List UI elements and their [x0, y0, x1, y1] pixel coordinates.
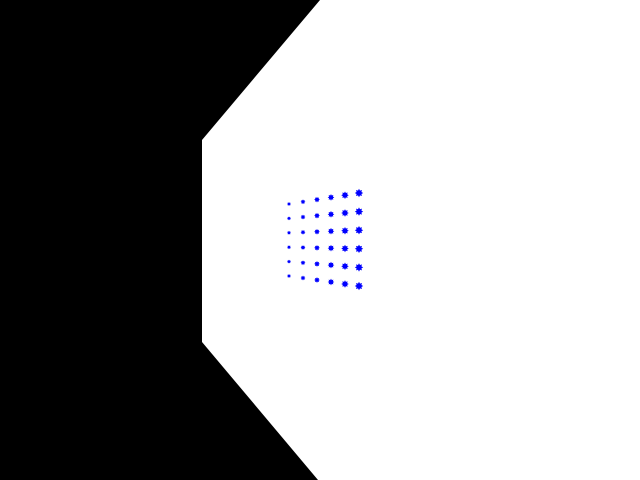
grid-dot: [287, 274, 291, 278]
grid-dot: [287, 259, 291, 264]
grid-dot: [300, 260, 306, 266]
grid-dot: [341, 244, 349, 253]
grid-dot: [341, 191, 349, 199]
grid-dot: [354, 281, 364, 291]
grid-dot: [287, 245, 291, 250]
grid-dot: [314, 261, 320, 267]
grid-dot: [341, 262, 349, 270]
grid-dot: [327, 194, 335, 201]
grid-dot: [314, 196, 320, 203]
grid-dot: [314, 228, 320, 235]
grid-dot: [300, 199, 306, 205]
grid-dot: [300, 245, 306, 250]
grid-dot: [314, 277, 320, 283]
grid-dot: [327, 261, 335, 269]
grid-dot: [287, 216, 291, 221]
grid-dot: [300, 275, 306, 281]
grid-dot: [327, 227, 335, 235]
grid-dot: [327, 211, 335, 218]
grid-dot: [354, 244, 364, 253]
grid-dot: [341, 226, 349, 235]
grid-dot: [287, 202, 291, 206]
grid-dot: [354, 226, 364, 235]
grid-dot: [327, 244, 335, 252]
grid-dot: [341, 280, 349, 288]
dot-grid: [287, 188, 364, 291]
grid-dot: [354, 188, 364, 198]
grid-dot: [354, 207, 364, 216]
grid-dot: [327, 278, 335, 286]
grid-dot: [354, 263, 364, 272]
grid-dot: [300, 214, 306, 220]
grid-dot: [341, 209, 349, 217]
grid-dot: [300, 229, 306, 235]
grid-dot: [287, 230, 291, 235]
grid-dot: [314, 212, 320, 219]
white-wall-plane: [202, 0, 640, 480]
grid-dot: [314, 244, 320, 251]
